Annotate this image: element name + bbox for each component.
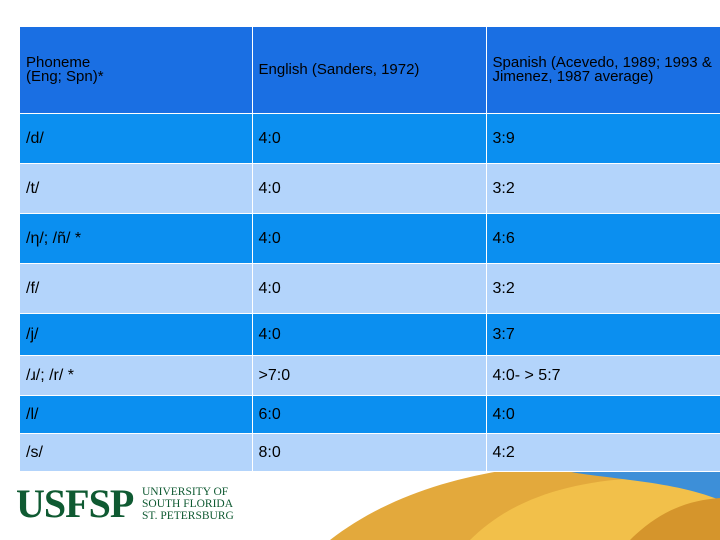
- phoneme-cell: /η/; /ñ/ *: [20, 213, 253, 264]
- spanish-age-cell: 3:2: [486, 163, 720, 214]
- english-age-cell: 4:0: [252, 313, 487, 356]
- phoneme-table: Phoneme (Eng; Spn)* English (Sanders, 19…: [20, 27, 720, 472]
- usfsp-logo: USFSP UNIVERSITY OF SOUTH FLORIDA ST. PE…: [16, 480, 248, 528]
- english-age-cell: 4:0: [252, 213, 487, 264]
- phoneme-cell: /d/: [20, 113, 253, 164]
- table-row: /f/ 4:0 3:2: [20, 263, 720, 314]
- table-row: /l/ 6:0 4:0: [20, 395, 720, 434]
- header-phoneme: Phoneme (Eng; Spn)*: [20, 27, 253, 114]
- logo-line-3: ST. PETERSBURG: [142, 510, 234, 522]
- english-age-cell: >7:0: [252, 355, 487, 396]
- spanish-age-cell: 4:0: [486, 395, 720, 434]
- spanish-age-cell: 4:0- > 5:7: [486, 355, 720, 396]
- phoneme-cell: /s/: [20, 433, 253, 472]
- phoneme-cell: /f/: [20, 263, 253, 314]
- header-english: English (Sanders, 1972): [252, 27, 487, 114]
- english-age-cell: 4:0: [252, 263, 487, 314]
- table-row: /j/ 4:0 3:7: [20, 313, 720, 356]
- logo-subtitle: UNIVERSITY OF SOUTH FLORIDA ST. PETERSBU…: [142, 486, 234, 522]
- table-row: /ɹ/; /r/ * >7:0 4:0- > 5:7: [20, 355, 720, 396]
- spanish-age-cell: 4:2: [486, 433, 720, 472]
- spanish-age-cell: 3:2: [486, 263, 720, 314]
- spanish-age-cell: 4:6: [486, 213, 720, 264]
- spanish-age-cell: 3:7: [486, 313, 720, 356]
- phoneme-cell: /l/: [20, 395, 253, 434]
- logo-line-1: UNIVERSITY OF: [142, 486, 229, 498]
- phoneme-cell: /j/: [20, 313, 253, 356]
- english-age-cell: 4:0: [252, 163, 487, 214]
- header-spanish: Spanish (Acevedo, 1989; 1993 & Jimenez, …: [486, 27, 720, 114]
- logo-mark: USFSP: [16, 481, 134, 526]
- phoneme-cell: /ɹ/; /r/ *: [20, 355, 253, 396]
- logo-line-2: SOUTH FLORIDA: [142, 498, 234, 510]
- table-header-row: Phoneme (Eng; Spn)* English (Sanders, 19…: [20, 27, 720, 114]
- phoneme-cell: /t/: [20, 163, 253, 214]
- table-row: /η/; /ñ/ * 4:0 4:6: [20, 213, 720, 264]
- table-row: /s/ 8:0 4:2: [20, 433, 720, 472]
- table-row: /t/ 4:0 3:2: [20, 163, 720, 214]
- table-row: /d/ 4:0 3:9: [20, 113, 720, 164]
- english-age-cell: 4:0: [252, 113, 487, 164]
- spanish-age-cell: 3:9: [486, 113, 720, 164]
- english-age-cell: 6:0: [252, 395, 487, 434]
- english-age-cell: 8:0: [252, 433, 487, 472]
